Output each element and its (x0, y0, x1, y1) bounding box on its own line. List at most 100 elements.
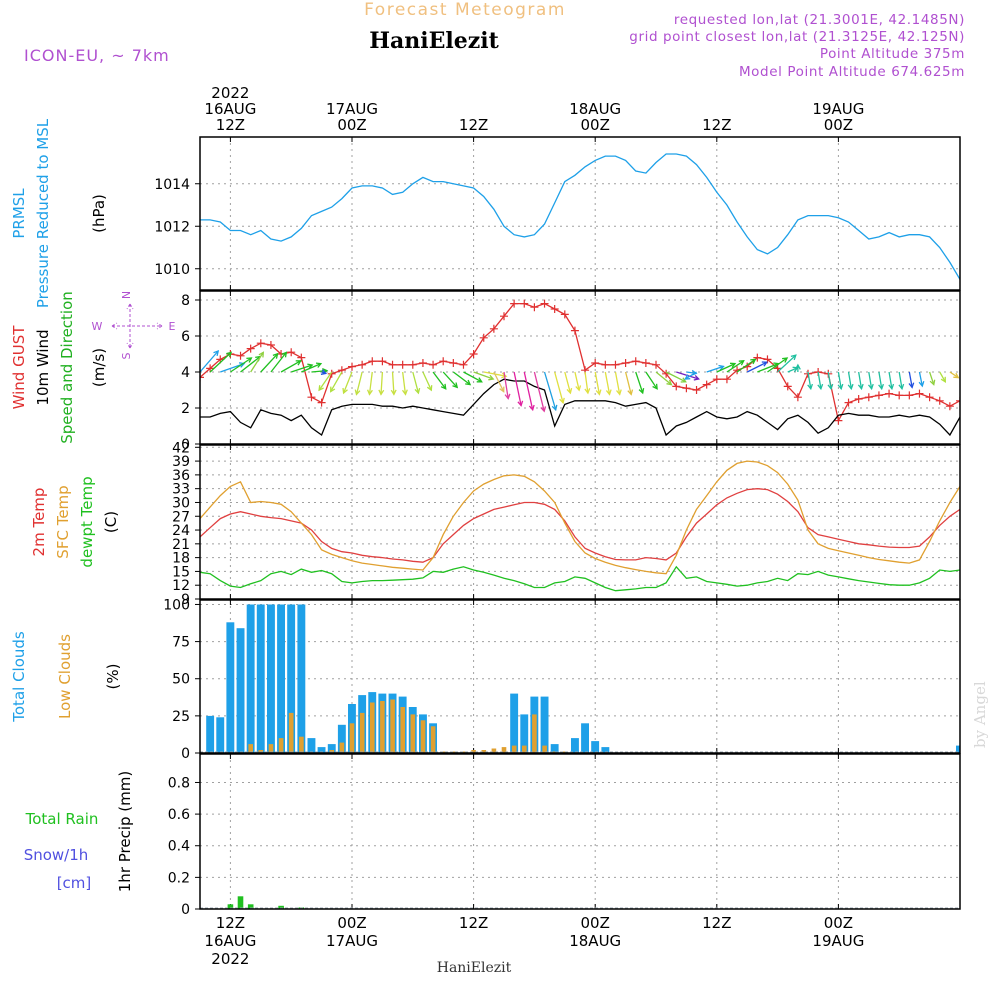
top-tick-label: 2022 (211, 84, 249, 102)
point-altitude: Point Altitude 375m (820, 46, 965, 62)
plot-area (200, 153, 960, 280)
bar-low-clouds (400, 707, 405, 753)
location-title: HaniElezit (369, 28, 499, 54)
bar-low-clouds (248, 744, 253, 753)
gust-marker (652, 360, 660, 369)
wind-arrow-head (918, 381, 925, 388)
y-axis-label: 10m Wind (34, 329, 52, 405)
bar-low-clouds (491, 748, 497, 753)
bar-low-clouds (339, 742, 345, 753)
grid-lines (200, 445, 960, 599)
wind-arrow-head (940, 376, 946, 383)
bar-total-clouds (216, 717, 225, 753)
bar-total-clouds (307, 738, 316, 753)
bottom-tick-label: 19AUG (812, 932, 864, 950)
wind-arrow-head (718, 364, 725, 371)
y-tick-label: 42 (172, 440, 190, 456)
wind-arrow (665, 371, 687, 383)
grid-lines (200, 754, 960, 909)
wind-arrow-head (638, 387, 645, 395)
wind-arrow-head (652, 383, 658, 390)
wind-arrow-head (307, 363, 314, 370)
wind-arrow (736, 358, 756, 373)
wind-arrow (380, 371, 384, 395)
gust-marker (976, 352, 984, 360)
wind-arrow (330, 371, 343, 392)
panels: 1010 1012 1014 PRMSL Pressure Reduced to MSL… (10, 118, 984, 918)
top-tick-label: 00Z (824, 116, 853, 134)
gust-marker (956, 396, 960, 405)
bar-total-clouds (256, 604, 265, 753)
precip-legend: Total Rain (25, 810, 99, 828)
plot-area (200, 299, 984, 437)
wind-arrow-head (782, 357, 789, 363)
gust-marker (408, 360, 417, 369)
wind-arrow-head (440, 383, 447, 390)
y-axis-label: Speed and Direction (58, 291, 76, 444)
y-axis-label: (hPa) (90, 194, 108, 233)
gust-marker (844, 398, 853, 407)
series-line-dewpt-temp (200, 565, 960, 592)
bar-low-clouds (390, 699, 395, 753)
bar-low-clouds (299, 736, 304, 753)
panel-frame (199, 599, 961, 754)
bar-total-clouds (510, 693, 519, 753)
bar-total-clouds (550, 744, 559, 753)
top-tick-label: 16AUG (204, 100, 256, 118)
wind-arrow (684, 371, 697, 380)
wind-arrow (716, 363, 736, 373)
footer-location: HaniElezit (437, 960, 512, 976)
top-tick-label: 17AUG (326, 100, 378, 118)
gust-marker (418, 359, 427, 367)
y-tick-label: 6 (181, 329, 190, 345)
wind-arrow (908, 371, 913, 388)
requested-coords: requested lon,lat (21.3001E, 42.1485N) (674, 12, 965, 28)
wind-arrow-head (295, 360, 302, 366)
gust-marker (915, 389, 924, 398)
wind-arrow (624, 371, 632, 395)
y-tick-label: 1012 (154, 219, 190, 235)
wind-arrow-head (401, 389, 408, 396)
bar-total-rain (247, 904, 254, 909)
bar-low-clouds (532, 714, 537, 753)
gust-marker (611, 360, 620, 369)
gust-marker (560, 310, 569, 319)
gust-marker (702, 380, 711, 389)
wind-arrow (290, 364, 313, 373)
bar-low-clouds (542, 745, 547, 753)
wind-arrow-head (528, 404, 535, 412)
wind-arrow (584, 371, 589, 394)
wind-arrow-head (908, 382, 915, 389)
top-tick-label: 12Z (459, 116, 488, 134)
top-tick-label: 18AUG (569, 100, 621, 118)
gust-marker (530, 303, 539, 312)
wind-arrow-head (501, 372, 508, 379)
wind-arrow (635, 371, 644, 394)
gust-marker (895, 391, 904, 400)
bottom-tick-label: 00Z (337, 914, 366, 932)
gust-marker (885, 389, 894, 398)
bar-low-clouds (430, 726, 436, 753)
y-tick-label: 33 (172, 482, 190, 498)
bottom-tick-label: 00Z (581, 914, 610, 932)
gust-marker (925, 393, 934, 402)
bar-low-clouds (349, 723, 355, 753)
bar-low-clouds (522, 745, 527, 753)
wind-arrow (523, 371, 534, 410)
wind-arrow (402, 371, 407, 395)
panel-pressure: 1010 1012 1014 PRMSL Pressure Reduced to MSL… (10, 118, 961, 308)
y-tick-label: 39 (172, 454, 190, 470)
wind-arrow (260, 353, 279, 373)
wind-arrow-head (499, 386, 505, 393)
series-line-prmsl (200, 153, 960, 280)
y-tick-label: 30 (172, 495, 190, 511)
wind-arrow-head (684, 374, 691, 380)
bottom-tick-label: 12Z (216, 914, 245, 932)
y-axis-label: (m/s) (90, 348, 108, 387)
wind-arrow-head (929, 379, 936, 386)
wind-arrow-head (867, 383, 874, 391)
gust-marker (621, 359, 630, 367)
wind-arrow (959, 372, 960, 373)
y-tick-label: 25 (172, 709, 190, 725)
wind-arrow (543, 371, 557, 410)
